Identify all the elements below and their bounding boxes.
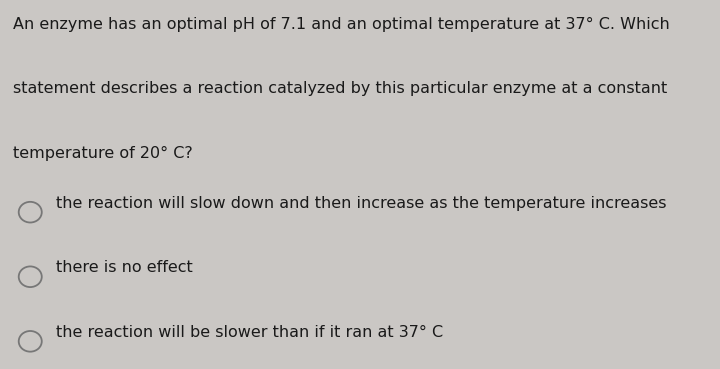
Text: there is no effect: there is no effect <box>56 260 193 275</box>
Text: temperature of 20° C?: temperature of 20° C? <box>13 146 193 161</box>
Text: the reaction will slow down and then increase as the temperature increases: the reaction will slow down and then inc… <box>56 196 667 211</box>
Text: statement describes a reaction catalyzed by this particular enzyme at a constant: statement describes a reaction catalyzed… <box>13 81 667 96</box>
Text: the reaction will be slower than if it ran at 37° C: the reaction will be slower than if it r… <box>56 325 444 340</box>
Text: An enzyme has an optimal pH of 7.1 and an optimal temperature at 37° C. Which: An enzyme has an optimal pH of 7.1 and a… <box>13 17 670 32</box>
